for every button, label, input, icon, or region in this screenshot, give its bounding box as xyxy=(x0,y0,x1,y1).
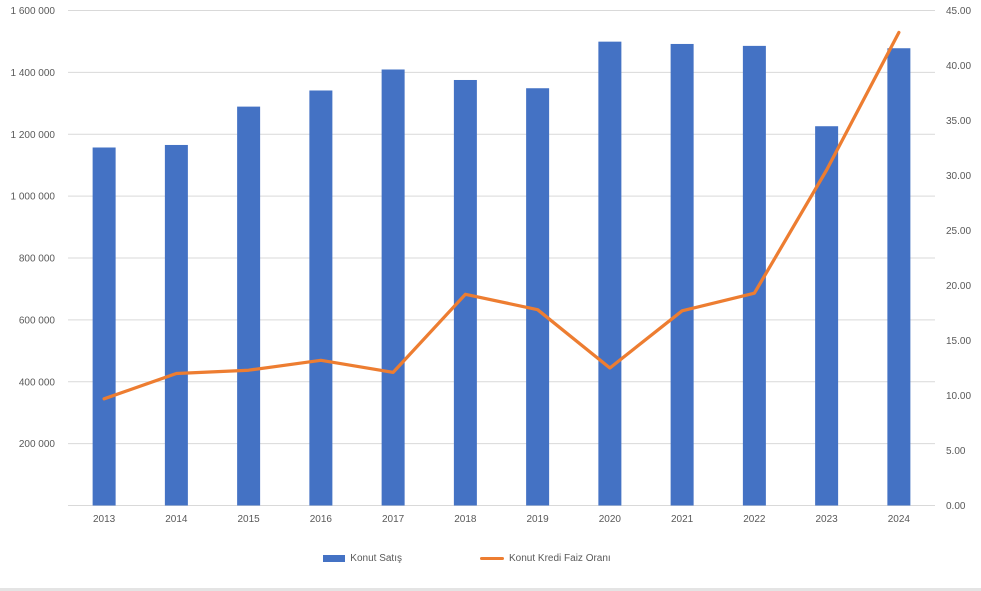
y-axis-left-label: 400 000 xyxy=(19,377,56,388)
y-axis-left-label: 800 000 xyxy=(19,254,56,265)
bar-2023 xyxy=(815,126,839,506)
line-series-swatch-icon xyxy=(479,557,504,560)
chart-legend: Konut Satış Konut Kredi Faiz Oranı xyxy=(0,553,934,564)
legend-item-konut-satis: Konut Satış xyxy=(323,553,402,564)
y-axis-right-label: 20.00 xyxy=(946,281,971,292)
x-axis-label-2017: 2017 xyxy=(382,514,405,525)
y-axis-left-label: 1 000 000 xyxy=(11,192,56,203)
x-axis-label-2018: 2018 xyxy=(454,514,477,525)
y-axis-right-label: 35.00 xyxy=(946,116,971,127)
x-axis-label-2013: 2013 xyxy=(93,514,116,525)
bar-2022 xyxy=(742,45,766,506)
bar-2016 xyxy=(309,90,333,506)
window-edge-strip xyxy=(0,588,981,591)
x-axis-label-2019: 2019 xyxy=(527,514,550,525)
bar-2020 xyxy=(598,41,622,506)
x-axis-label-2014: 2014 xyxy=(165,514,188,525)
y-axis-right-label: 40.00 xyxy=(946,61,971,72)
bar-2019 xyxy=(526,88,550,506)
y-axis-left-label: 1 400 000 xyxy=(11,68,56,79)
y-axis-right-label: 15.00 xyxy=(946,336,971,347)
y-axis-left-label: 1 200 000 xyxy=(11,130,56,141)
line-konut-kredi-faiz-orani xyxy=(102,30,901,401)
x-axis-label-2021: 2021 xyxy=(671,514,694,525)
x-axis-label-2020: 2020 xyxy=(599,514,622,525)
x-axis-label-2024: 2024 xyxy=(888,514,911,525)
bar-2021 xyxy=(670,43,694,506)
y-axis-left-label: 600 000 xyxy=(19,315,56,326)
bar-2017 xyxy=(381,69,405,506)
y-axis-right-label: 10.00 xyxy=(946,391,971,402)
x-axis-label-2023: 2023 xyxy=(816,514,839,525)
y-axis-right-label: 45.00 xyxy=(946,6,971,17)
legend-item-konut-kredi-faiz-orani: Konut Kredi Faiz Oranı xyxy=(479,553,611,564)
bar-series-swatch-icon xyxy=(323,555,346,562)
bar-2024 xyxy=(887,48,911,506)
y-axis-right-label: 30.00 xyxy=(946,171,971,182)
y-axis-right-label: 25.00 xyxy=(946,226,971,237)
bar-2013 xyxy=(92,147,116,506)
legend-label-konut-satis: Konut Satış xyxy=(350,553,402,564)
bar-2014 xyxy=(164,144,188,506)
y-axis-left-label: 1 600 000 xyxy=(11,6,56,17)
x-axis-label-2016: 2016 xyxy=(310,514,333,525)
legend-label-konut-kredi-faiz-orani: Konut Kredi Faiz Oranı xyxy=(508,553,611,564)
y-axis-left-label: 200 000 xyxy=(19,439,56,450)
y-axis-right-label: 0.00 xyxy=(946,501,966,512)
y-axis-right-label: 5.00 xyxy=(946,446,966,457)
x-axis-label-2015: 2015 xyxy=(238,514,261,525)
bar-2015 xyxy=(237,106,261,506)
x-axis-label-2022: 2022 xyxy=(743,514,766,525)
